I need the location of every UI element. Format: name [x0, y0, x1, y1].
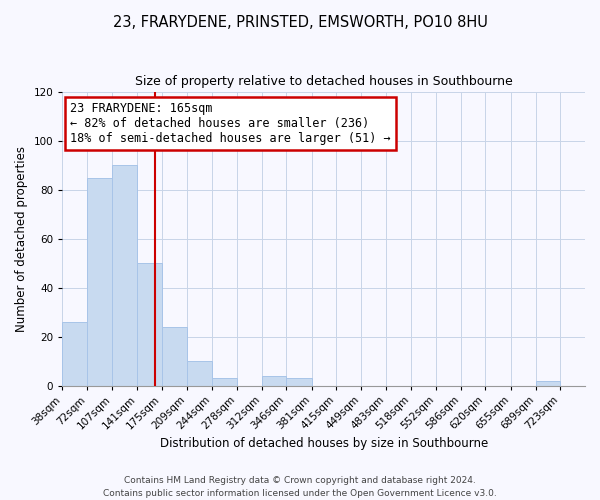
- Bar: [187, 361, 212, 386]
- Bar: [112, 166, 137, 386]
- Bar: [162, 327, 187, 386]
- Title: Size of property relative to detached houses in Southbourne: Size of property relative to detached ho…: [135, 75, 512, 88]
- Bar: [262, 376, 286, 386]
- Bar: [87, 178, 112, 386]
- Bar: [212, 378, 237, 386]
- Y-axis label: Number of detached properties: Number of detached properties: [15, 146, 28, 332]
- Bar: [286, 378, 311, 386]
- Text: 23 FRARYDENE: 165sqm
← 82% of detached houses are smaller (236)
18% of semi-deta: 23 FRARYDENE: 165sqm ← 82% of detached h…: [70, 102, 391, 145]
- Text: Contains HM Land Registry data © Crown copyright and database right 2024.
Contai: Contains HM Land Registry data © Crown c…: [103, 476, 497, 498]
- X-axis label: Distribution of detached houses by size in Southbourne: Distribution of detached houses by size …: [160, 437, 488, 450]
- Bar: [137, 263, 162, 386]
- Text: 23, FRARYDENE, PRINSTED, EMSWORTH, PO10 8HU: 23, FRARYDENE, PRINSTED, EMSWORTH, PO10 …: [113, 15, 487, 30]
- Bar: [536, 380, 560, 386]
- Bar: [62, 322, 87, 386]
